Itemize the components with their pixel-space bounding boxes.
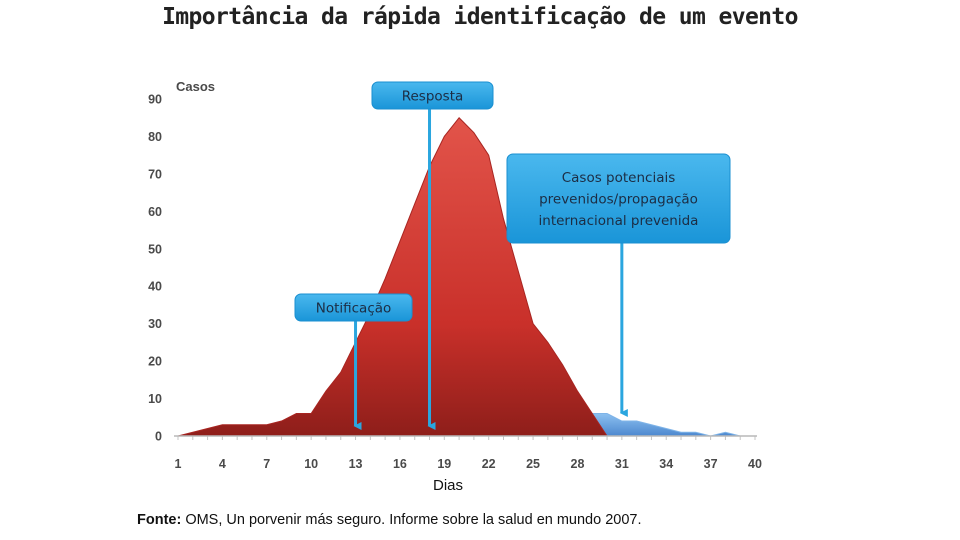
resposta-callout-box bbox=[371, 81, 494, 110]
x-tick-label: 28 bbox=[571, 457, 585, 471]
prevented-cases-callout-text: prevenidos/propagação bbox=[539, 192, 698, 208]
resposta-callout-text: Resposta bbox=[402, 89, 464, 105]
x-tick-label: 10 bbox=[304, 457, 318, 471]
x-tick-label: 4 bbox=[219, 457, 226, 471]
x-tick-label: 34 bbox=[659, 457, 673, 471]
source-text: OMS, Un porvenir más seguro. Informe sob… bbox=[185, 512, 642, 528]
x-axis-title: Dias bbox=[433, 477, 463, 494]
x-tick-label: 31 bbox=[615, 457, 629, 471]
x-tick-label: 25 bbox=[526, 457, 540, 471]
notificacao-callout-text: Notificação bbox=[316, 301, 392, 317]
y-tick-label: 80 bbox=[148, 130, 162, 144]
x-tick-label: 22 bbox=[482, 457, 496, 471]
x-tick-label: 1 bbox=[175, 457, 182, 471]
y-tick-label: 10 bbox=[148, 392, 162, 406]
x-tick-label: 40 bbox=[748, 457, 762, 471]
page-title: Importância da rápida identificação de u… bbox=[162, 4, 798, 30]
y-tick-label: 20 bbox=[148, 355, 162, 369]
notificacao-callout-box bbox=[294, 293, 413, 322]
x-tick-label: 16 bbox=[393, 457, 407, 471]
x-tick-label: 7 bbox=[263, 457, 270, 471]
prevented-cases-callout-box bbox=[506, 153, 731, 244]
x-tick-label: 13 bbox=[349, 457, 363, 471]
y-axis-title: Casos bbox=[176, 79, 215, 94]
y-tick-label: 40 bbox=[148, 280, 162, 294]
y-tick-label: 0 bbox=[155, 430, 162, 444]
y-tick-label: 60 bbox=[148, 205, 162, 219]
x-tick-label: 19 bbox=[437, 457, 451, 471]
prevented-cases-area bbox=[591, 413, 755, 437]
y-tick-label: 30 bbox=[148, 317, 162, 331]
prevented-cases-callout-text: internacional prevenida bbox=[539, 213, 699, 229]
prevented-cases-callout-text: Casos potenciais bbox=[562, 170, 676, 186]
x-tick-label: 37 bbox=[704, 457, 718, 471]
y-tick-label: 70 bbox=[148, 167, 162, 181]
source-label: Fonte: bbox=[137, 512, 182, 528]
source-note: Fonte: OMS, Un porvenir más seguro. Info… bbox=[137, 512, 642, 528]
y-tick-label: 50 bbox=[148, 242, 162, 256]
epidemic-cases-area bbox=[177, 116, 608, 437]
y-tick-label: 90 bbox=[148, 93, 162, 107]
